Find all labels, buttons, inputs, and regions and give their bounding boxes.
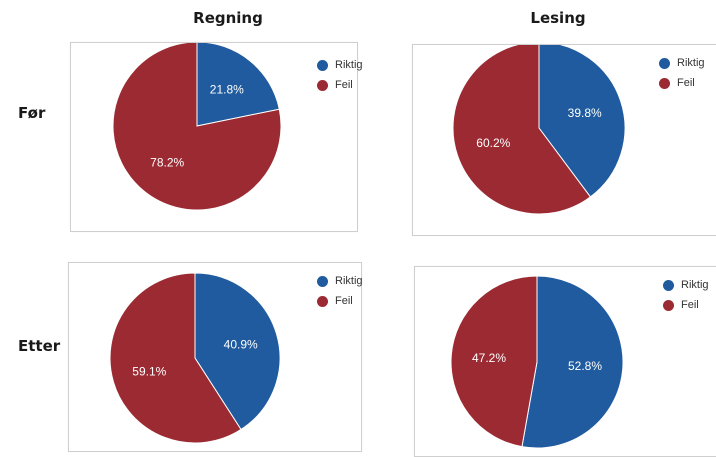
- chart-legend: Riktig Feil: [317, 55, 363, 95]
- chart-panel-etter-lesing: 52.8% 47.2% Riktig Feil: [414, 266, 716, 457]
- chart-legend: Riktig Feil: [663, 275, 709, 315]
- pie-value-label-feil: 78.2%: [150, 155, 184, 169]
- legend-swatch-riktig: [659, 57, 670, 69]
- chart-legend: Riktig Feil: [317, 271, 363, 311]
- chart-panel-for-regning: 21.8% 78.2% Riktig Feil: [70, 42, 363, 232]
- pie-chart: 39.8% 60.2%: [452, 45, 626, 215]
- legend-swatch-feil: [663, 299, 674, 311]
- pie-slice-feil: [450, 275, 538, 448]
- legend-item-feil: Feil: [317, 291, 363, 311]
- pie-slice-feil: [452, 45, 592, 215]
- column-title-lesing: Lesing: [530, 9, 586, 27]
- pie-slice-feil: [112, 43, 282, 211]
- pie-value-label-feil: 60.2%: [476, 136, 510, 150]
- pie-value-label-riktig: 39.8%: [568, 106, 602, 120]
- pie-value-label-riktig: 40.9%: [224, 338, 258, 352]
- pie-value-label-riktig: 21.8%: [210, 83, 244, 97]
- legend-item-feil: Feil: [663, 295, 709, 315]
- row-title-etter: Etter: [18, 337, 61, 355]
- legend-swatch-riktig: [663, 279, 674, 291]
- pie-value-label-riktig: 52.8%: [568, 359, 602, 373]
- pie-slice-riktig: [196, 43, 280, 127]
- pie-slice-riktig: [521, 275, 624, 449]
- legend-label-riktig: Riktig: [335, 275, 363, 287]
- legend-item-riktig: Riktig: [663, 275, 709, 295]
- legend-item-feil: Feil: [659, 73, 705, 93]
- legend-item-feil: Feil: [317, 75, 363, 95]
- pie-slice-riktig: [538, 45, 626, 198]
- legend-label-feil: Feil: [335, 79, 353, 91]
- legend-label-riktig: Riktig: [335, 59, 363, 71]
- pie-chart: 40.9% 59.1%: [109, 272, 281, 444]
- pie-chart: 21.8% 78.2%: [112, 43, 282, 211]
- legend-label-feil: Feil: [681, 299, 699, 311]
- column-title-regning: Regning: [193, 9, 263, 27]
- chart-panel-etter-regning: 40.9% 59.1% Riktig Feil: [68, 262, 363, 452]
- pie-slice-feil: [109, 272, 242, 444]
- legend-swatch-feil: [317, 295, 328, 307]
- legend-item-riktig: Riktig: [317, 271, 363, 291]
- legend-swatch-riktig: [317, 59, 328, 71]
- legend-item-riktig: Riktig: [317, 55, 363, 75]
- row-title-for: Før: [18, 104, 46, 122]
- pie-value-label-feil: 59.1%: [132, 364, 166, 378]
- legend-item-riktig: Riktig: [659, 53, 705, 73]
- pie-chart: 52.8% 47.2%: [450, 275, 624, 449]
- legend-label-riktig: Riktig: [677, 57, 705, 69]
- pie-value-label-feil: 47.2%: [472, 351, 506, 365]
- chart-panel-for-lesing: 39.8% 60.2% Riktig Feil: [412, 44, 716, 236]
- legend-label-riktig: Riktig: [681, 279, 709, 291]
- legend-label-feil: Feil: [335, 295, 353, 307]
- legend-swatch-feil: [659, 77, 670, 89]
- legend-swatch-feil: [317, 79, 328, 91]
- legend-swatch-riktig: [317, 275, 328, 287]
- chart-legend: Riktig Feil: [659, 53, 705, 93]
- legend-label-feil: Feil: [677, 77, 695, 89]
